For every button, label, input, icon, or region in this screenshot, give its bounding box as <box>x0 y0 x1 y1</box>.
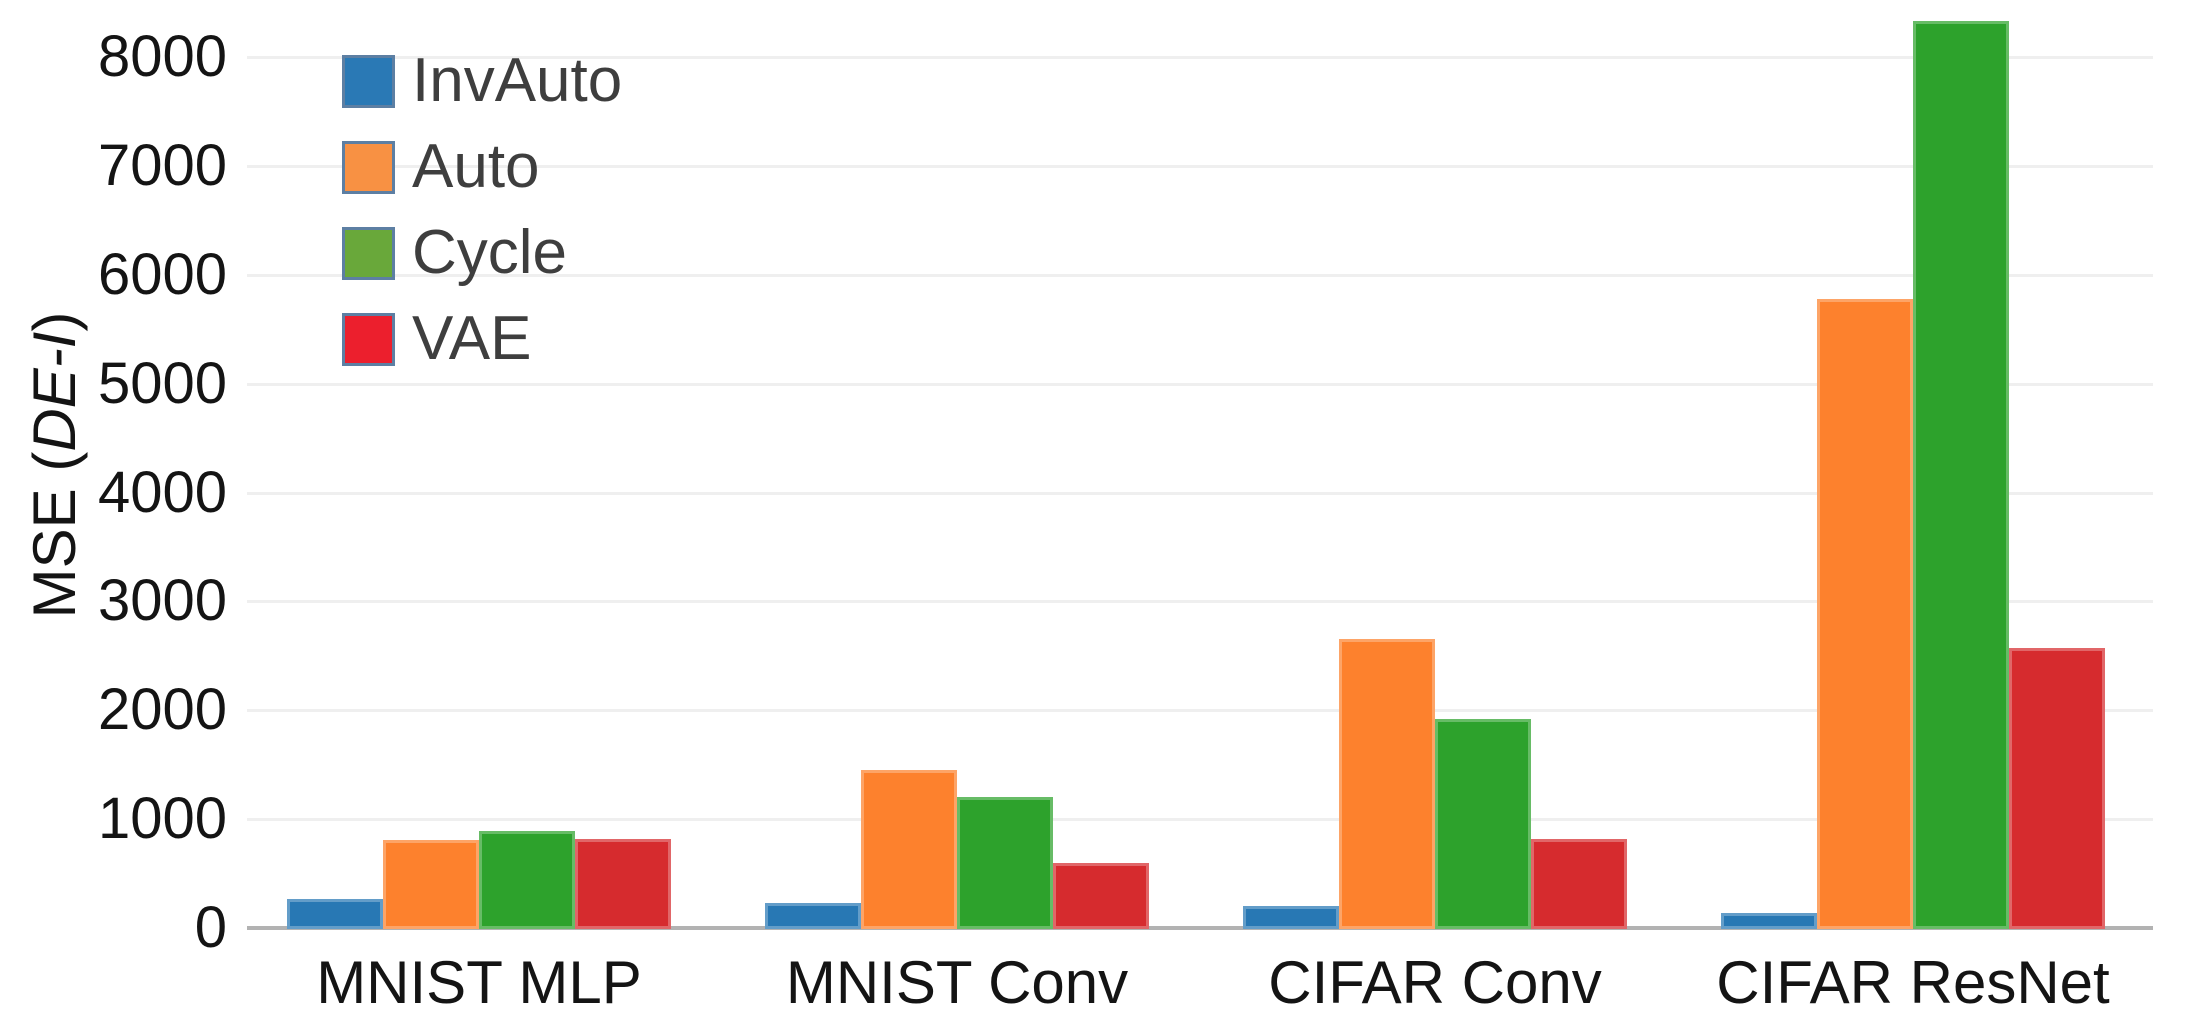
x-tick-label: CIFAR ResNet <box>1716 949 2110 1016</box>
bar-invauto-mnist-conv <box>765 902 861 929</box>
bar-vae-mnist-conv <box>1053 862 1149 929</box>
x-axis-line <box>247 926 2153 930</box>
x-tick-label: MNIST Conv <box>785 949 1129 1016</box>
bar-auto-mnist-mlp <box>383 839 479 929</box>
gridline <box>247 164 2153 168</box>
gridline <box>247 818 2153 822</box>
legend-item-auto: Auto <box>342 124 622 210</box>
bar-vae-cifar-resnet <box>2009 648 2105 929</box>
y-tick-label: 6000 <box>97 241 227 307</box>
legend-label: VAE <box>412 304 532 373</box>
legend-item-cycle: Cycle <box>342 210 622 296</box>
bar-cycle-cifar-conv <box>1435 718 1531 929</box>
bar-auto-cifar-conv <box>1339 639 1435 929</box>
bar-vae-cifar-conv <box>1531 838 1627 929</box>
legend-label: Cycle <box>412 218 568 287</box>
legend-swatch-cycle <box>342 226 395 280</box>
legend-label: Auto <box>412 132 540 201</box>
legend-label: InvAuto <box>412 46 623 115</box>
legend-item-invauto: InvAuto <box>342 38 622 124</box>
y-tick-label: 0 <box>194 895 227 960</box>
bar-invauto-cifar-resnet <box>1721 912 1817 929</box>
x-tick-label: CIFAR Conv <box>1268 949 1602 1016</box>
y-tick-label: 3000 <box>97 568 227 634</box>
bar-cycle-mnist-mlp <box>479 831 575 929</box>
bar-vae-mnist-mlp <box>575 838 671 929</box>
gridline <box>247 382 2153 386</box>
gridline <box>247 491 2153 495</box>
gridline <box>247 273 2153 277</box>
gridline <box>247 56 2153 59</box>
bar-auto-mnist-conv <box>861 770 957 929</box>
gridline <box>247 600 2153 604</box>
bar-auto-cifar-resnet <box>1817 298 1913 929</box>
legend-swatch-vae <box>342 312 395 366</box>
x-tick-label: MNIST MLP <box>316 949 642 1016</box>
y-tick-label: 1000 <box>97 786 227 852</box>
legend: InvAuto Auto Cycle VAE <box>342 38 622 382</box>
legend-swatch-auto <box>342 140 395 194</box>
legend-swatch-invauto <box>342 54 395 108</box>
bar-cycle-cifar-resnet <box>1913 21 2009 929</box>
legend-item-vae: VAE <box>342 296 622 382</box>
y-tick-label: 8000 <box>97 24 227 89</box>
y-tick-label: 7000 <box>97 132 227 198</box>
y-tick-label: 4000 <box>97 459 227 525</box>
y-axis-label-suffix: ) <box>21 311 88 332</box>
bar-invauto-cifar-conv <box>1243 906 1339 929</box>
bar-cycle-mnist-conv <box>957 797 1053 929</box>
bar-invauto-mnist-mlp <box>287 899 383 929</box>
y-tick-label: 5000 <box>97 350 227 416</box>
y-tick-label: 2000 <box>97 677 227 743</box>
gridline <box>247 709 2153 713</box>
